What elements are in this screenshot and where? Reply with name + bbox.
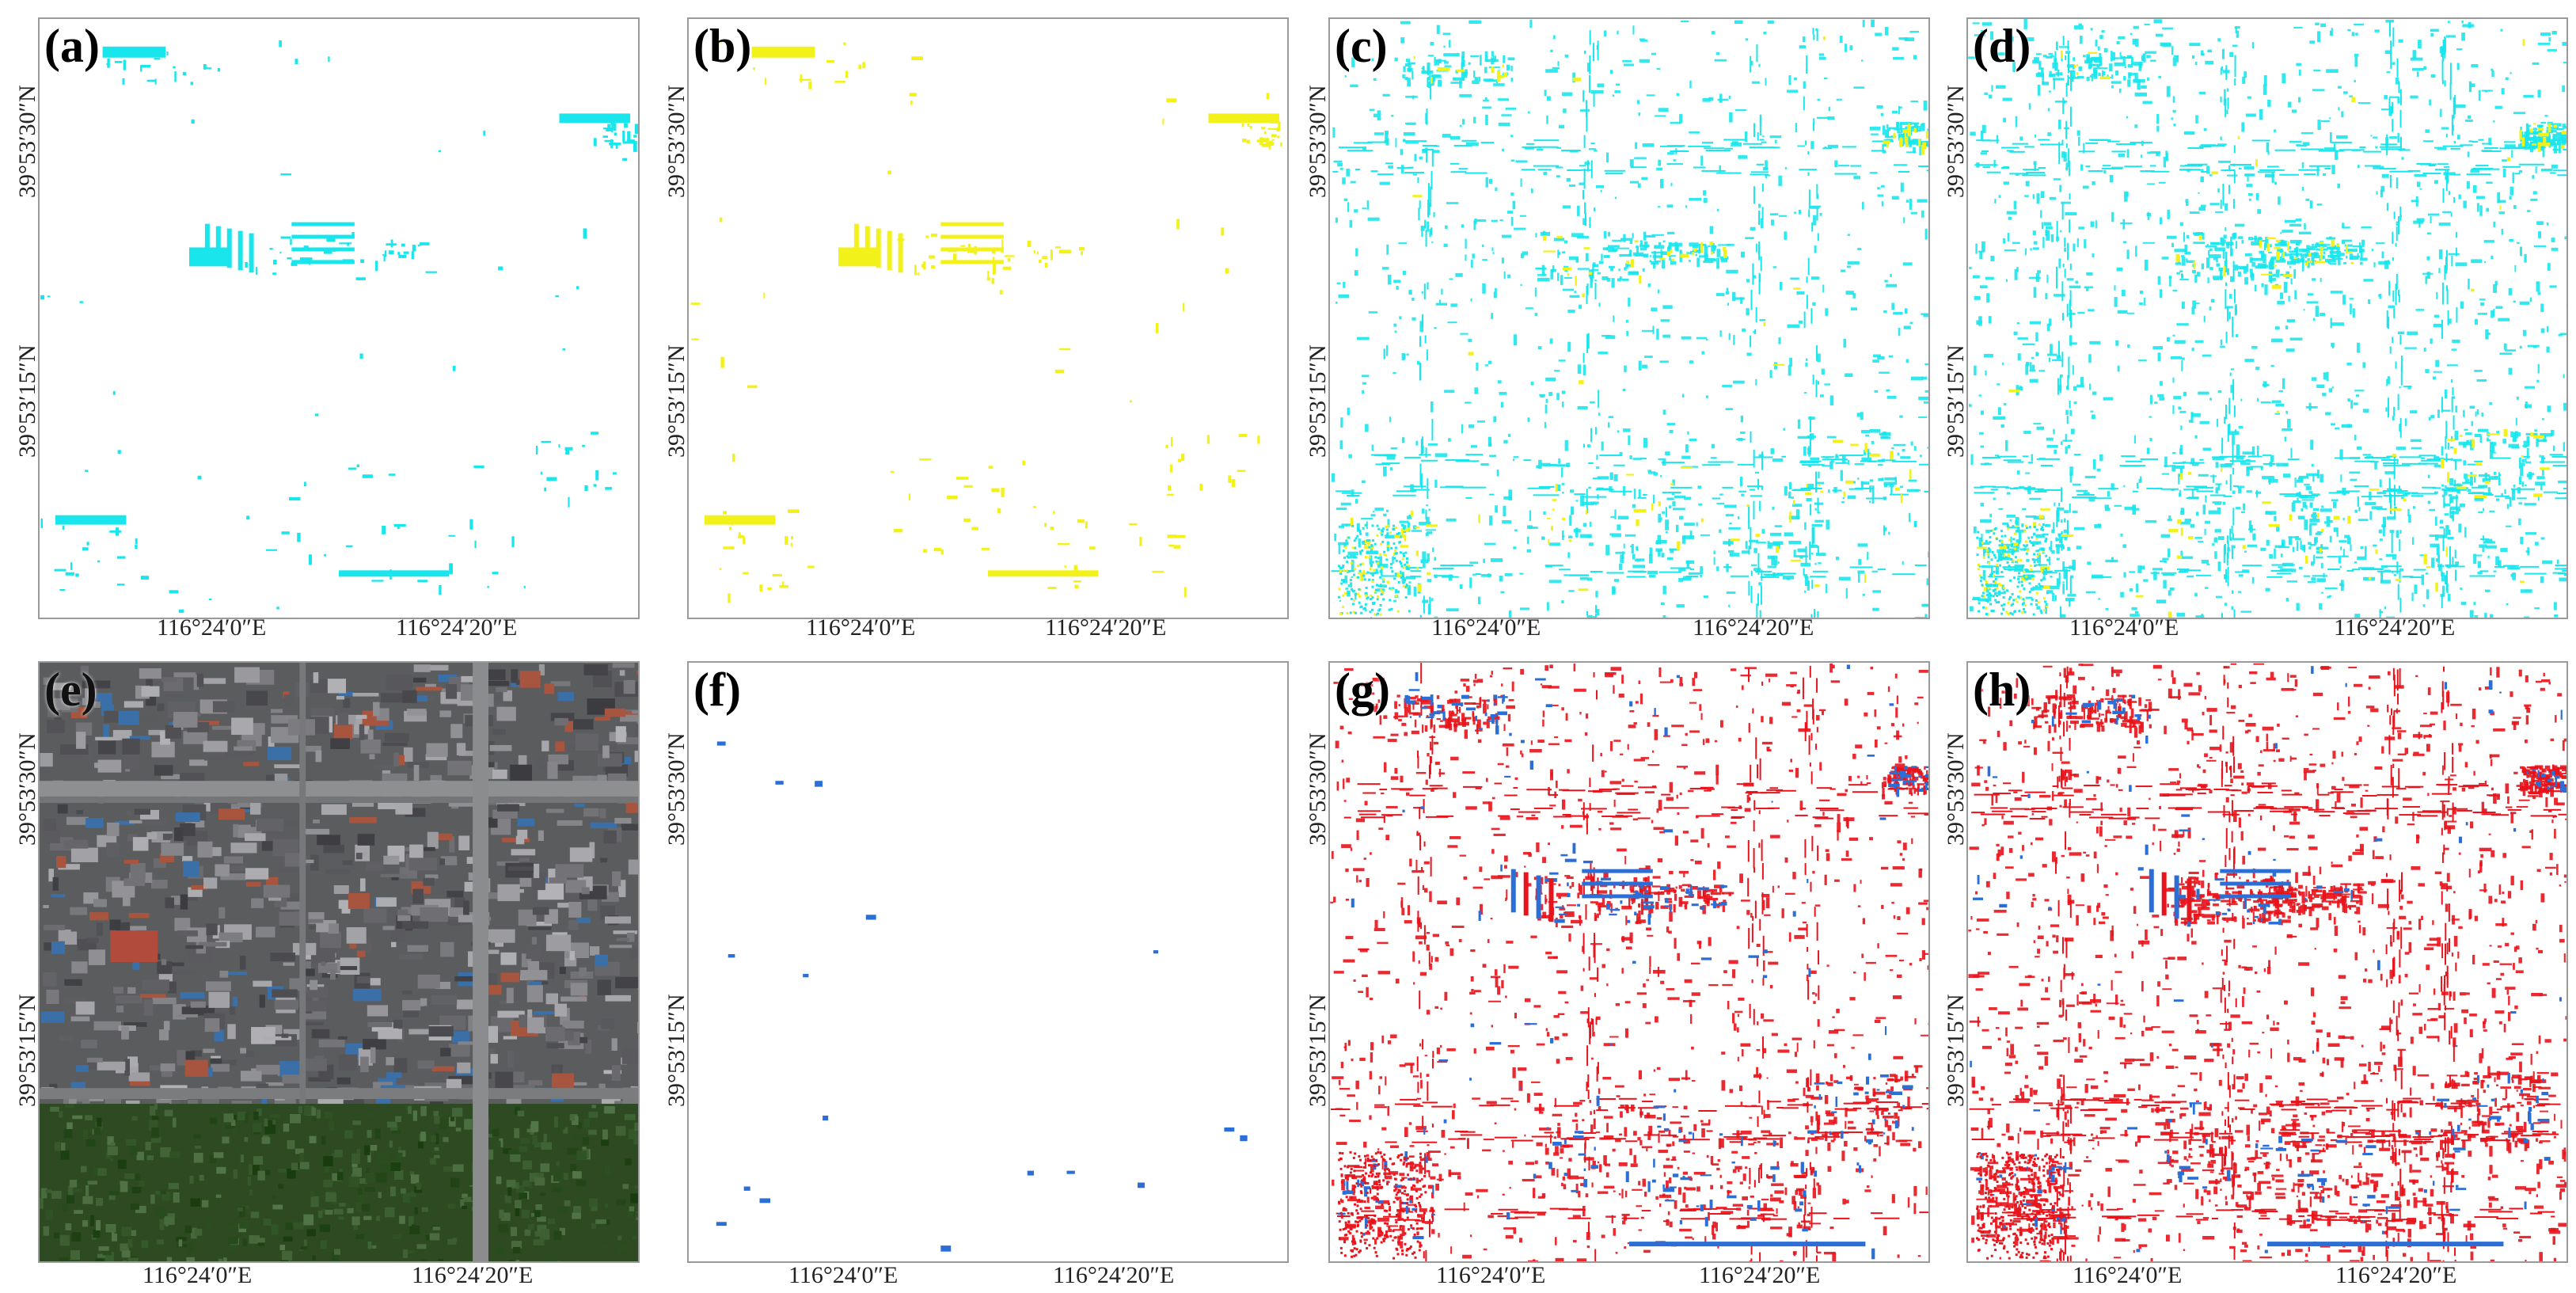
lat-label-bottom-h: 39°53′15″N bbox=[1943, 994, 1969, 1107]
lon-label-left-a: 116°24′0″E bbox=[157, 614, 267, 641]
lon-label-left-h: 116°24′0″E bbox=[2073, 1262, 2183, 1288]
lat-label-bottom-e: 39°53′15″N bbox=[14, 994, 40, 1107]
map-d-svg bbox=[1968, 19, 2567, 618]
panel-label-h: (h) bbox=[1973, 664, 2031, 716]
lon-label-left-c: 116°24′0″E bbox=[1431, 614, 1541, 641]
lat-label-bottom-b: 39°53′15″N bbox=[663, 344, 690, 458]
lon-label-right-c: 116°24′20″E bbox=[1693, 614, 1814, 641]
lat-label-top-f: 39°53′30″N bbox=[663, 732, 690, 846]
lat-label-top-a: 39°53′30″N bbox=[14, 85, 40, 198]
lat-label-bottom-f: 39°53′15″N bbox=[663, 994, 690, 1107]
lat-label-bottom-d: 39°53′15″N bbox=[1943, 344, 1969, 458]
panel-label-c: (c) bbox=[1335, 20, 1388, 72]
panel-d: (d) bbox=[1966, 17, 2568, 619]
lon-label-left-f: 116°24′0″E bbox=[788, 1262, 899, 1288]
lon-label-right-h: 116°24′20″E bbox=[2335, 1262, 2457, 1288]
lat-label-top-g: 39°53′30″N bbox=[1305, 732, 1331, 846]
panel-h: (h) bbox=[1966, 661, 2568, 1263]
panel-label-b: (b) bbox=[693, 20, 752, 72]
lat-label-bottom-c: 39°53′15″N bbox=[1305, 344, 1331, 458]
lat-label-top-b: 39°53′30″N bbox=[663, 85, 690, 198]
map-e-svg bbox=[40, 663, 638, 1261]
lat-label-bottom-a: 39°53′15″N bbox=[14, 344, 40, 458]
lon-label-right-f: 116°24′20″E bbox=[1053, 1262, 1175, 1288]
panel-c: (c) bbox=[1328, 17, 1930, 619]
lat-label-top-c: 39°53′30″N bbox=[1305, 85, 1331, 198]
panel-label-a: (a) bbox=[44, 20, 100, 72]
map-a-svg bbox=[40, 40, 638, 613]
map-g-svg bbox=[1330, 663, 1928, 1261]
panel-b: (b) bbox=[687, 17, 1289, 619]
lon-label-right-e: 116°24′20″E bbox=[412, 1262, 534, 1288]
panel-label-e: (e) bbox=[44, 664, 97, 716]
panel-g: (g) bbox=[1328, 661, 1930, 1263]
map-f-svg bbox=[716, 741, 1248, 1252]
panel-label-f: (f) bbox=[693, 664, 741, 716]
panel-label-g: (g) bbox=[1335, 664, 1390, 716]
map-b-svg bbox=[690, 40, 1287, 603]
lat-label-top-d: 39°53′30″N bbox=[1943, 85, 1969, 198]
lat-label-top-e: 39°53′30″N bbox=[14, 732, 40, 846]
lon-label-right-g: 116°24′20″E bbox=[1699, 1262, 1821, 1288]
map-c-svg bbox=[1331, 19, 1928, 618]
lon-label-left-d: 116°24′0″E bbox=[2069, 614, 2179, 641]
lon-label-right-b: 116°24′20″E bbox=[1045, 614, 1167, 641]
lon-label-right-d: 116°24′20″E bbox=[2334, 614, 2456, 641]
lat-label-bottom-g: 39°53′15″N bbox=[1305, 994, 1331, 1107]
panel-e: (e) bbox=[38, 661, 640, 1263]
lon-label-left-g: 116°24′0″E bbox=[1436, 1262, 1546, 1288]
panel-label-d: (d) bbox=[1973, 20, 2031, 72]
map-h-svg bbox=[1968, 663, 2567, 1261]
lon-label-left-b: 116°24′0″E bbox=[806, 614, 916, 641]
lon-label-right-a: 116°24′20″E bbox=[396, 614, 518, 641]
lat-label-top-h: 39°53′30″N bbox=[1943, 732, 1969, 846]
panel-a: (a) bbox=[38, 17, 640, 619]
lon-label-left-e: 116°24′0″E bbox=[142, 1262, 253, 1288]
panel-f: (f) bbox=[687, 661, 1289, 1263]
